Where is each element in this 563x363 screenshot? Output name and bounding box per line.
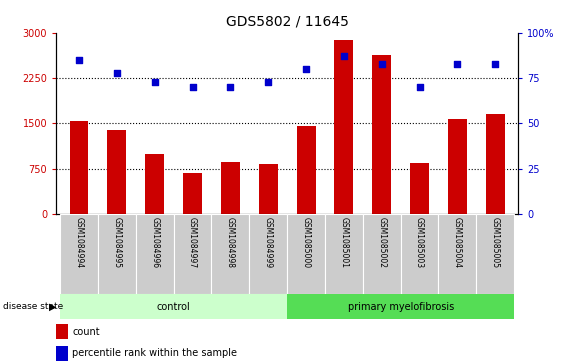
Point xyxy=(453,61,462,66)
Bar xyxy=(486,114,504,214)
Bar xyxy=(287,294,514,319)
Text: percentile rank within the sample: percentile rank within the sample xyxy=(73,348,238,358)
Bar xyxy=(363,214,401,294)
Bar xyxy=(70,121,88,214)
Text: ▶: ▶ xyxy=(49,302,56,312)
Point xyxy=(74,57,83,63)
Text: GSM1085003: GSM1085003 xyxy=(415,217,424,268)
Bar xyxy=(108,130,126,214)
Bar xyxy=(448,119,467,214)
Point xyxy=(377,61,386,66)
Point xyxy=(226,84,235,90)
Bar xyxy=(325,214,363,294)
Bar xyxy=(60,294,287,319)
Bar xyxy=(439,214,476,294)
Point xyxy=(150,79,159,85)
Point xyxy=(188,84,197,90)
Bar xyxy=(56,346,68,361)
Bar xyxy=(183,173,202,214)
Text: control: control xyxy=(157,302,190,312)
Text: GSM1084995: GSM1084995 xyxy=(113,217,122,268)
Point xyxy=(302,66,311,72)
Bar xyxy=(297,126,315,214)
Text: GSM1085001: GSM1085001 xyxy=(339,217,348,268)
Bar xyxy=(136,214,173,294)
Bar xyxy=(173,214,212,294)
Text: GSM1084998: GSM1084998 xyxy=(226,217,235,268)
Text: disease state: disease state xyxy=(3,302,63,311)
Bar xyxy=(56,324,68,339)
Text: primary myelofibrosis: primary myelofibrosis xyxy=(347,302,454,312)
Point xyxy=(339,53,348,59)
Text: GSM1084996: GSM1084996 xyxy=(150,217,159,268)
Text: GSM1084999: GSM1084999 xyxy=(263,217,272,268)
Bar xyxy=(334,40,354,214)
Text: GSM1084994: GSM1084994 xyxy=(74,217,83,268)
Bar xyxy=(410,163,429,214)
Point xyxy=(415,84,424,90)
Text: count: count xyxy=(73,327,100,337)
Bar xyxy=(98,214,136,294)
Text: GSM1084997: GSM1084997 xyxy=(188,217,197,268)
Text: GSM1085005: GSM1085005 xyxy=(491,217,500,268)
Bar xyxy=(401,214,439,294)
Bar xyxy=(249,214,287,294)
Bar xyxy=(145,154,164,214)
Bar xyxy=(259,164,278,214)
Bar xyxy=(212,214,249,294)
Point xyxy=(113,70,122,76)
Bar xyxy=(476,214,514,294)
Bar xyxy=(372,55,391,214)
Point xyxy=(491,61,500,66)
Text: GSM1085002: GSM1085002 xyxy=(377,217,386,268)
Text: GSM1085004: GSM1085004 xyxy=(453,217,462,268)
Bar xyxy=(287,214,325,294)
Bar xyxy=(221,162,240,214)
Bar xyxy=(60,214,98,294)
Title: GDS5802 / 11645: GDS5802 / 11645 xyxy=(226,15,348,29)
Text: GSM1085000: GSM1085000 xyxy=(302,217,311,268)
Point xyxy=(263,79,272,85)
